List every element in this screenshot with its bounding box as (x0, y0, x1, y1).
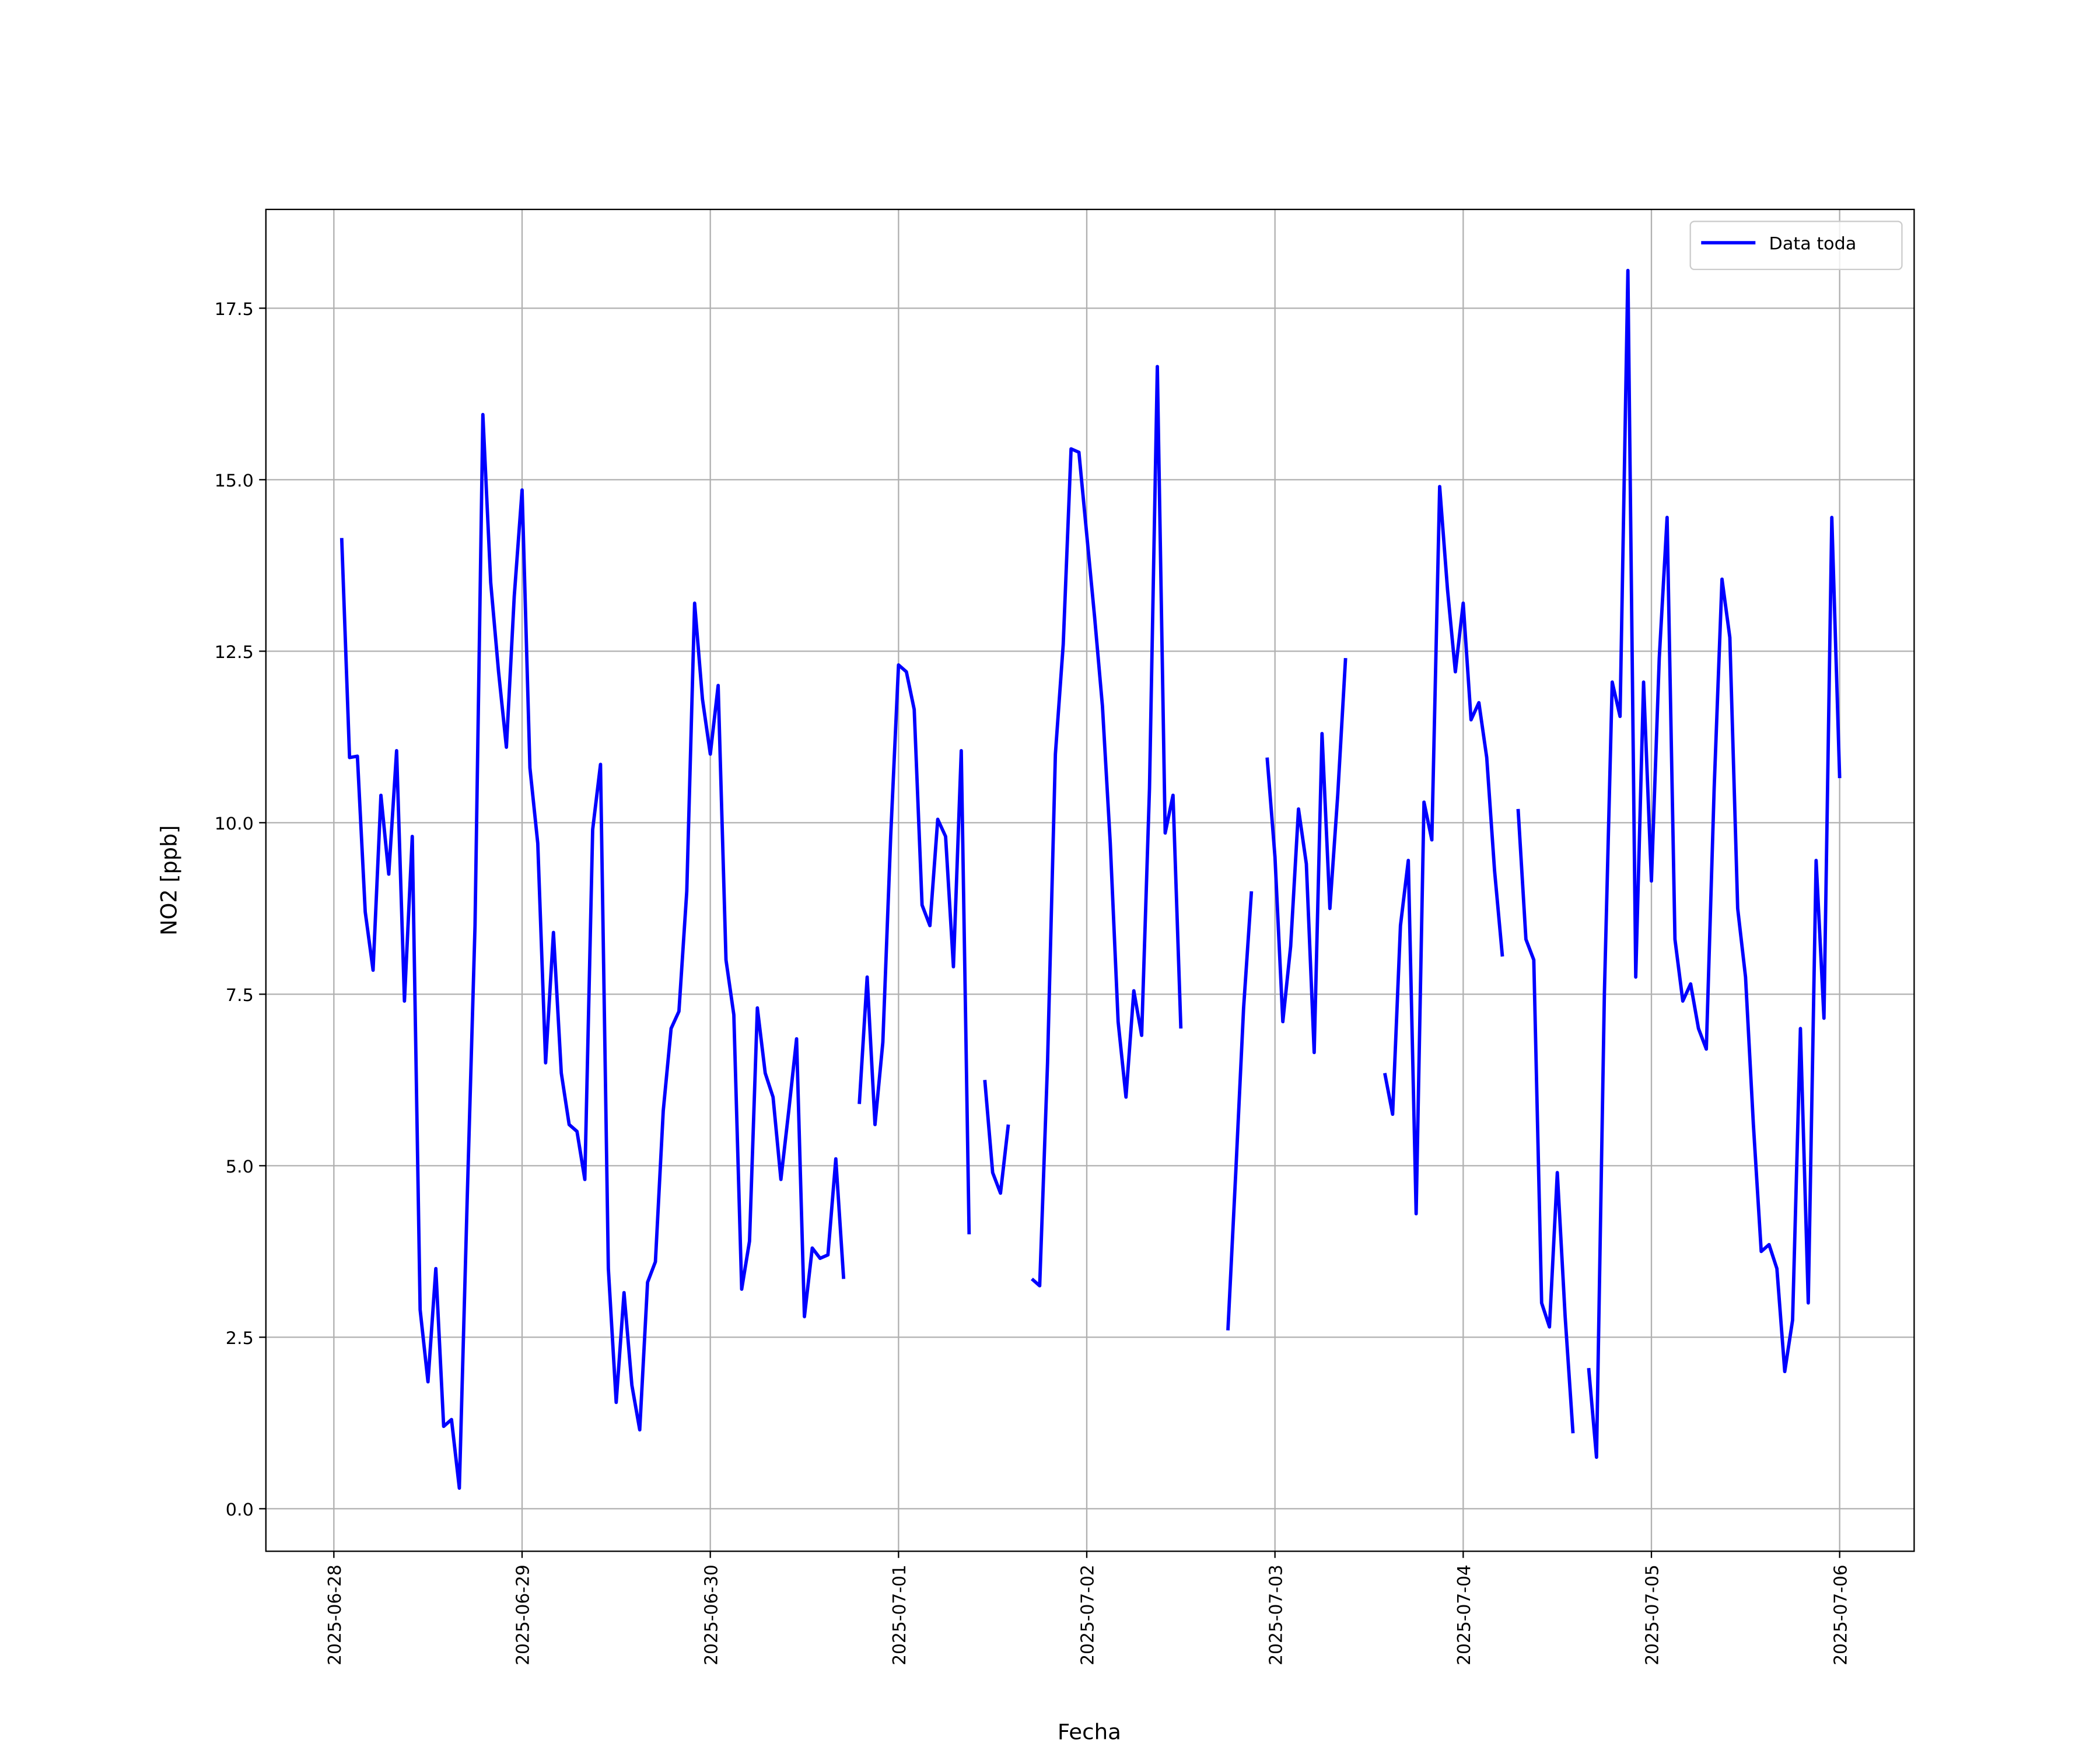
y-tick-label: 15.0 (215, 471, 254, 491)
y-tick-label: 7.5 (226, 985, 254, 1006)
x-tick-label: 2025-06-29 (513, 1564, 533, 1665)
x-tick-label: 2025-07-03 (1266, 1564, 1286, 1665)
x-tick-label: 2025-06-28 (325, 1564, 345, 1665)
x-tick-label: 2025-07-02 (1077, 1564, 1098, 1665)
x-tick-label: 2025-06-30 (701, 1564, 722, 1665)
legend-label: Data toda (1769, 234, 1857, 254)
x-tick-label: 2025-07-06 (1831, 1564, 1851, 1665)
y-tick-label: 5.0 (226, 1157, 254, 1177)
y-tick-label: 0.0 (226, 1500, 254, 1520)
data-line (340, 268, 1842, 1490)
y-tick-label: 10.0 (215, 814, 254, 834)
x-tick-label: 2025-07-01 (890, 1564, 910, 1665)
x-tick-label: 2025-07-04 (1454, 1564, 1475, 1665)
y-tick-label: 12.5 (215, 642, 254, 663)
legend-box (1689, 220, 1903, 271)
x-tick-label: 2025-07-05 (1642, 1564, 1662, 1665)
plot-frame (265, 208, 1915, 1552)
y-tick-label: 17.5 (215, 299, 254, 320)
y-axis-label: NO2 [ppb] (156, 825, 181, 936)
x-axis-label: Fecha (1058, 1720, 1121, 1745)
y-tick-label: 2.5 (226, 1328, 254, 1349)
